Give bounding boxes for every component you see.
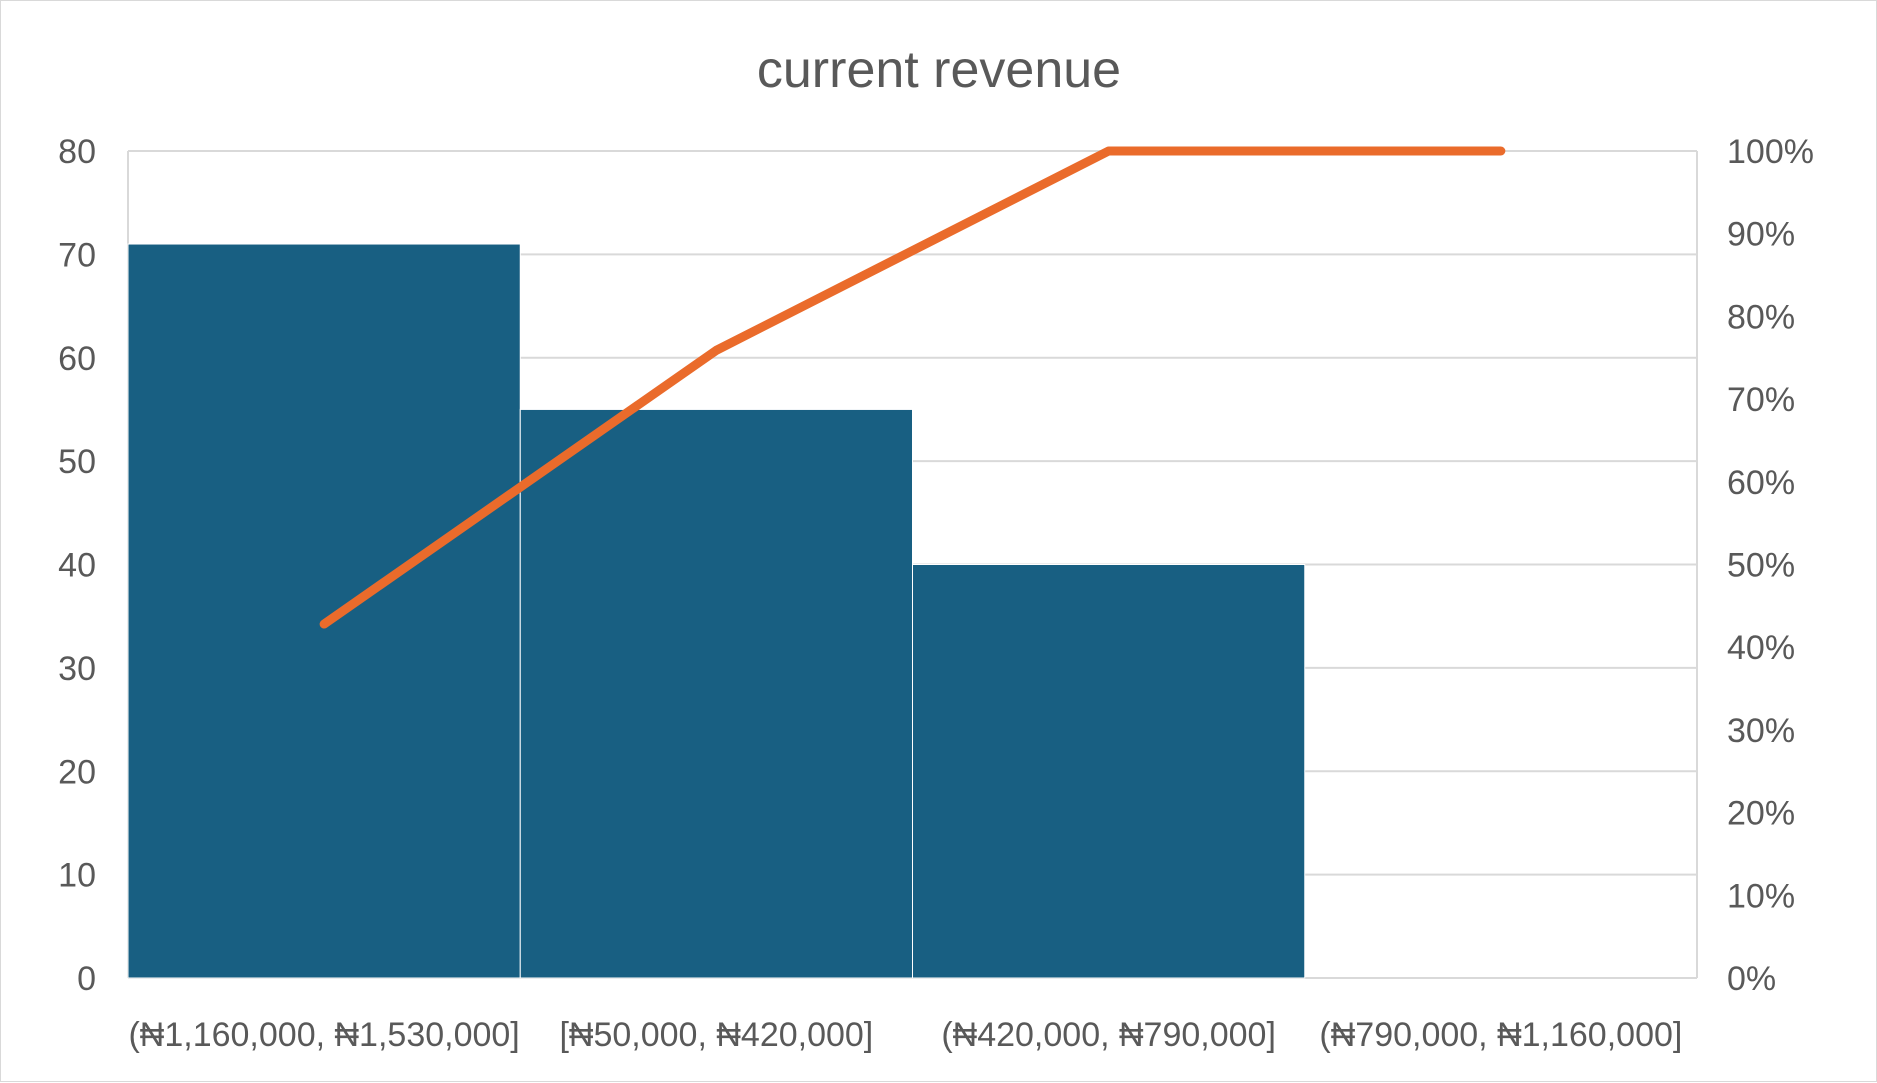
y-tick-label: 20	[58, 753, 96, 791]
y-tick-label: 30	[58, 650, 96, 688]
y-axis-ticks: 0 10 20 30 40 50 60 70 80	[58, 133, 96, 998]
y2-tick-label: 80%	[1727, 298, 1795, 336]
chart-title: current revenue	[757, 41, 1121, 99]
y2-tick-label: 60%	[1727, 464, 1795, 502]
y2-tick-label: 30%	[1727, 712, 1795, 750]
y2-tick-label: 90%	[1727, 216, 1795, 254]
category-label: (₦790,000, ₦1,160,000]	[1319, 1016, 1682, 1054]
bar	[127, 243, 521, 979]
y2-axis-ticks: 0% 10% 20% 30% 40% 50% 60% 70% 80% 90% 100%	[1727, 133, 1814, 998]
y-tick-label: 60	[58, 340, 96, 378]
bar	[519, 408, 913, 979]
bar	[912, 564, 1306, 979]
y2-tick-label: 20%	[1727, 795, 1795, 833]
y-tick-label: 50	[58, 443, 96, 481]
cumulative-line	[319, 146, 1506, 629]
category-label: [₦50,000, ₦420,000]	[559, 1016, 873, 1054]
x-axis-categories: (₦1,160,000, ₦1,530,000] [₦50,000, ₦420,0…	[128, 1016, 1682, 1054]
y2-tick-label: 70%	[1727, 381, 1795, 419]
y-tick-label: 70	[58, 236, 96, 274]
cumulative-percent-line	[319, 146, 1506, 629]
category-label: (₦420,000, ₦790,000]	[941, 1016, 1276, 1054]
y2-tick-label: 0%	[1727, 960, 1776, 998]
y2-tick-label: 10%	[1727, 877, 1795, 915]
y2-tick-label: 50%	[1727, 547, 1795, 585]
bars	[127, 243, 1306, 979]
y2-tick-label: 100%	[1727, 133, 1814, 171]
y-tick-label: 40	[58, 547, 96, 585]
y-tick-label: 10	[58, 857, 96, 895]
category-label: (₦1,160,000, ₦1,530,000]	[128, 1016, 519, 1054]
y-tick-label: 80	[58, 133, 96, 171]
y-tick-label: 0	[77, 960, 96, 998]
y2-tick-label: 40%	[1727, 629, 1795, 667]
